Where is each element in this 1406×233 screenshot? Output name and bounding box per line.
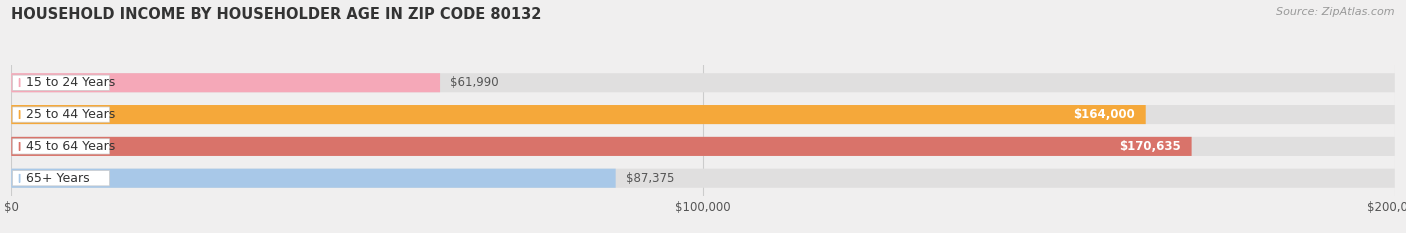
- Text: Source: ZipAtlas.com: Source: ZipAtlas.com: [1277, 7, 1395, 17]
- FancyBboxPatch shape: [13, 171, 110, 186]
- Text: 45 to 64 Years: 45 to 64 Years: [27, 140, 115, 153]
- FancyBboxPatch shape: [11, 137, 1395, 156]
- FancyBboxPatch shape: [11, 105, 1395, 124]
- FancyBboxPatch shape: [11, 137, 1192, 156]
- FancyBboxPatch shape: [11, 73, 1395, 92]
- FancyBboxPatch shape: [13, 107, 110, 122]
- FancyBboxPatch shape: [11, 169, 616, 188]
- Text: 65+ Years: 65+ Years: [27, 172, 90, 185]
- Text: $164,000: $164,000: [1074, 108, 1136, 121]
- Text: HOUSEHOLD INCOME BY HOUSEHOLDER AGE IN ZIP CODE 80132: HOUSEHOLD INCOME BY HOUSEHOLDER AGE IN Z…: [11, 7, 541, 22]
- FancyBboxPatch shape: [13, 139, 110, 154]
- Text: $170,635: $170,635: [1119, 140, 1181, 153]
- Text: $87,375: $87,375: [626, 172, 675, 185]
- Text: 25 to 44 Years: 25 to 44 Years: [27, 108, 115, 121]
- Text: 15 to 24 Years: 15 to 24 Years: [27, 76, 115, 89]
- Text: $61,990: $61,990: [450, 76, 499, 89]
- FancyBboxPatch shape: [11, 169, 1395, 188]
- FancyBboxPatch shape: [11, 105, 1146, 124]
- FancyBboxPatch shape: [13, 75, 110, 90]
- FancyBboxPatch shape: [11, 73, 440, 92]
